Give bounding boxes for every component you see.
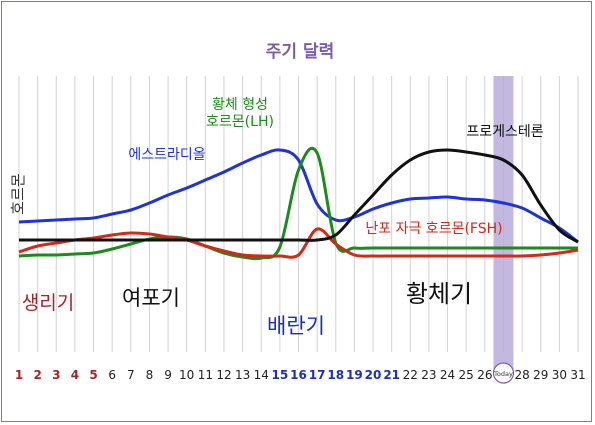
phase-follicular-label: 여포기: [122, 286, 180, 310]
day-tick-label: 6: [108, 368, 116, 382]
lh-line: [18, 146, 578, 261]
day-tick-label: 22: [403, 368, 418, 382]
day-tick-label: 14: [254, 368, 269, 382]
phase-luteal-label: 황체기: [406, 280, 472, 308]
day-tick-label: 10: [179, 368, 194, 382]
day-tick-label: 9: [164, 368, 172, 382]
day-tick-label: 5: [89, 368, 97, 382]
day-tick-label: 3: [52, 368, 60, 382]
lh-label: 황체 형성: [212, 97, 268, 113]
lh-label: 호르몬(LH): [206, 114, 274, 130]
today-marker: [492, 362, 515, 384]
day-tick-label: 16: [290, 368, 307, 382]
day-tick-label: 29: [533, 368, 548, 382]
day-tick-label: 2: [33, 368, 41, 382]
day-tick-label: 28: [514, 368, 529, 382]
y-axis-label: 호르몬: [9, 173, 27, 214]
day-tick-label: 26: [477, 368, 492, 382]
day-tick-label: 12: [216, 368, 231, 382]
day-tick-label: 25: [459, 368, 474, 382]
day-tick-label: 11: [198, 368, 213, 382]
day-tick-label: 13: [235, 368, 250, 382]
day-tick-label: 30: [552, 368, 567, 382]
phase-ovulation-label: 배란기: [267, 314, 325, 338]
fsh-line: [18, 227, 579, 259]
fsh-label: 난포 자극 호르몬(FSH): [365, 221, 502, 237]
day-tick-label: 20: [365, 368, 382, 382]
day-tick-label: 4: [71, 368, 79, 382]
day-tick-label: 18: [327, 368, 344, 382]
estradiol-line: [18, 148, 579, 244]
chart-title: 주기 달력: [266, 41, 334, 62]
day-tick-label: 31: [570, 368, 585, 382]
day-tick-label: 23: [421, 368, 436, 382]
day-tick-label: 24: [440, 368, 455, 382]
day-tick-label: 17: [309, 368, 326, 382]
day-tick-label: 7: [127, 368, 135, 382]
estradiol-label: 에스트라디올: [128, 147, 205, 163]
day-tick-label: 21: [383, 368, 400, 382]
progesterone-label: 프로게스테론: [466, 124, 543, 140]
today-band: [493, 76, 514, 377]
day-tick-label: 8: [146, 368, 154, 382]
day-tick-label: 1: [15, 368, 23, 382]
today-label: Today: [493, 370, 513, 378]
day-tick-label: 15: [272, 368, 289, 382]
day-tick-label: 19: [346, 368, 363, 382]
phase-menstrual-label: 생리기: [22, 292, 74, 314]
progesterone-line: [18, 148, 579, 244]
